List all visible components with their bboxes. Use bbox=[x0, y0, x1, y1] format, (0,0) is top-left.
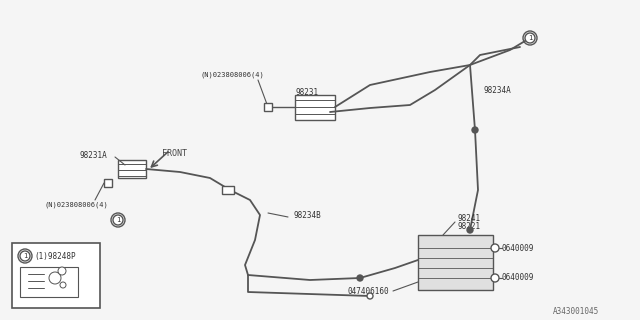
Text: (N)023808006(4): (N)023808006(4) bbox=[45, 202, 109, 208]
Text: 1: 1 bbox=[23, 253, 27, 259]
Circle shape bbox=[367, 293, 373, 299]
Bar bbox=[118, 160, 146, 178]
Text: 98221: 98221 bbox=[458, 221, 481, 230]
Bar bbox=[418, 235, 493, 290]
Bar bbox=[295, 95, 335, 120]
Text: 0640009: 0640009 bbox=[502, 244, 534, 252]
Text: (1)98248P: (1)98248P bbox=[34, 252, 76, 260]
Circle shape bbox=[58, 267, 66, 275]
Bar bbox=[20, 267, 78, 297]
Circle shape bbox=[491, 244, 499, 252]
Circle shape bbox=[357, 275, 363, 281]
Circle shape bbox=[472, 127, 478, 133]
Text: A343001045: A343001045 bbox=[553, 307, 599, 316]
Bar bbox=[222, 186, 234, 194]
Text: FRONT: FRONT bbox=[162, 148, 187, 157]
Text: (N)023808006(4): (N)023808006(4) bbox=[200, 72, 264, 78]
Circle shape bbox=[60, 282, 66, 288]
Text: 98231: 98231 bbox=[296, 87, 319, 97]
Circle shape bbox=[525, 33, 535, 43]
Circle shape bbox=[491, 274, 499, 282]
Circle shape bbox=[20, 251, 30, 261]
Bar bbox=[264, 103, 272, 111]
Text: 98234A: 98234A bbox=[483, 85, 511, 94]
Text: 98231A: 98231A bbox=[80, 150, 108, 159]
Text: 047406160: 047406160 bbox=[348, 287, 390, 297]
Circle shape bbox=[49, 272, 61, 284]
Bar bbox=[104, 179, 112, 187]
Circle shape bbox=[113, 215, 123, 225]
Text: 1: 1 bbox=[528, 35, 532, 41]
Text: 98241: 98241 bbox=[458, 213, 481, 222]
Text: 0640009: 0640009 bbox=[502, 274, 534, 283]
Text: 98234B: 98234B bbox=[293, 211, 321, 220]
Circle shape bbox=[467, 227, 473, 233]
Bar bbox=[12, 243, 100, 308]
Text: 1: 1 bbox=[116, 217, 120, 223]
